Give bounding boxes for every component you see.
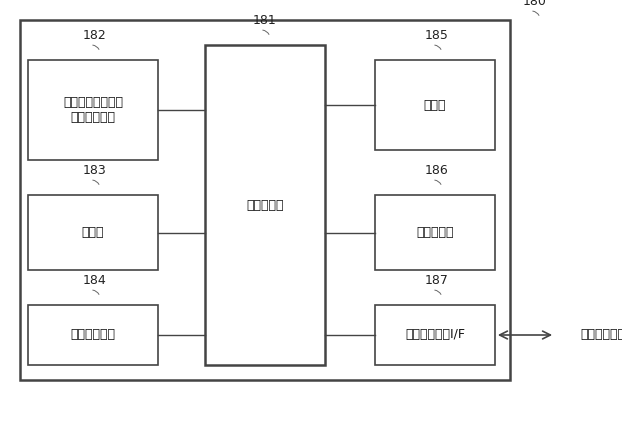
Text: ネットワークI/F: ネットワークI/F	[405, 329, 465, 342]
Bar	[375, 195, 495, 270]
Text: 音声入出力部: 音声入出力部	[70, 329, 116, 342]
Text: 183: 183	[83, 164, 107, 177]
Bar	[20, 20, 510, 380]
Text: タッチスクリーン
ディスプレイ: タッチスクリーン ディスプレイ	[63, 96, 123, 124]
Text: 180: 180	[523, 0, 547, 8]
Text: 操作ボタン: 操作ボタン	[416, 226, 454, 239]
Bar	[205, 45, 325, 365]
Text: 182: 182	[83, 29, 107, 42]
Text: 181: 181	[253, 14, 277, 27]
Bar	[28, 195, 158, 270]
Text: ネットワーク: ネットワーク	[580, 329, 622, 342]
Bar	[375, 305, 495, 365]
Bar	[28, 60, 158, 160]
Text: 184: 184	[83, 274, 107, 287]
Bar	[28, 305, 158, 365]
Text: プロセッサ: プロセッサ	[246, 198, 284, 212]
Text: 186: 186	[425, 164, 449, 177]
Text: 記憶部: 記憶部	[424, 99, 446, 111]
Text: 185: 185	[425, 29, 449, 42]
Text: 187: 187	[425, 274, 449, 287]
Text: 通信部: 通信部	[81, 226, 104, 239]
Bar	[375, 60, 495, 150]
